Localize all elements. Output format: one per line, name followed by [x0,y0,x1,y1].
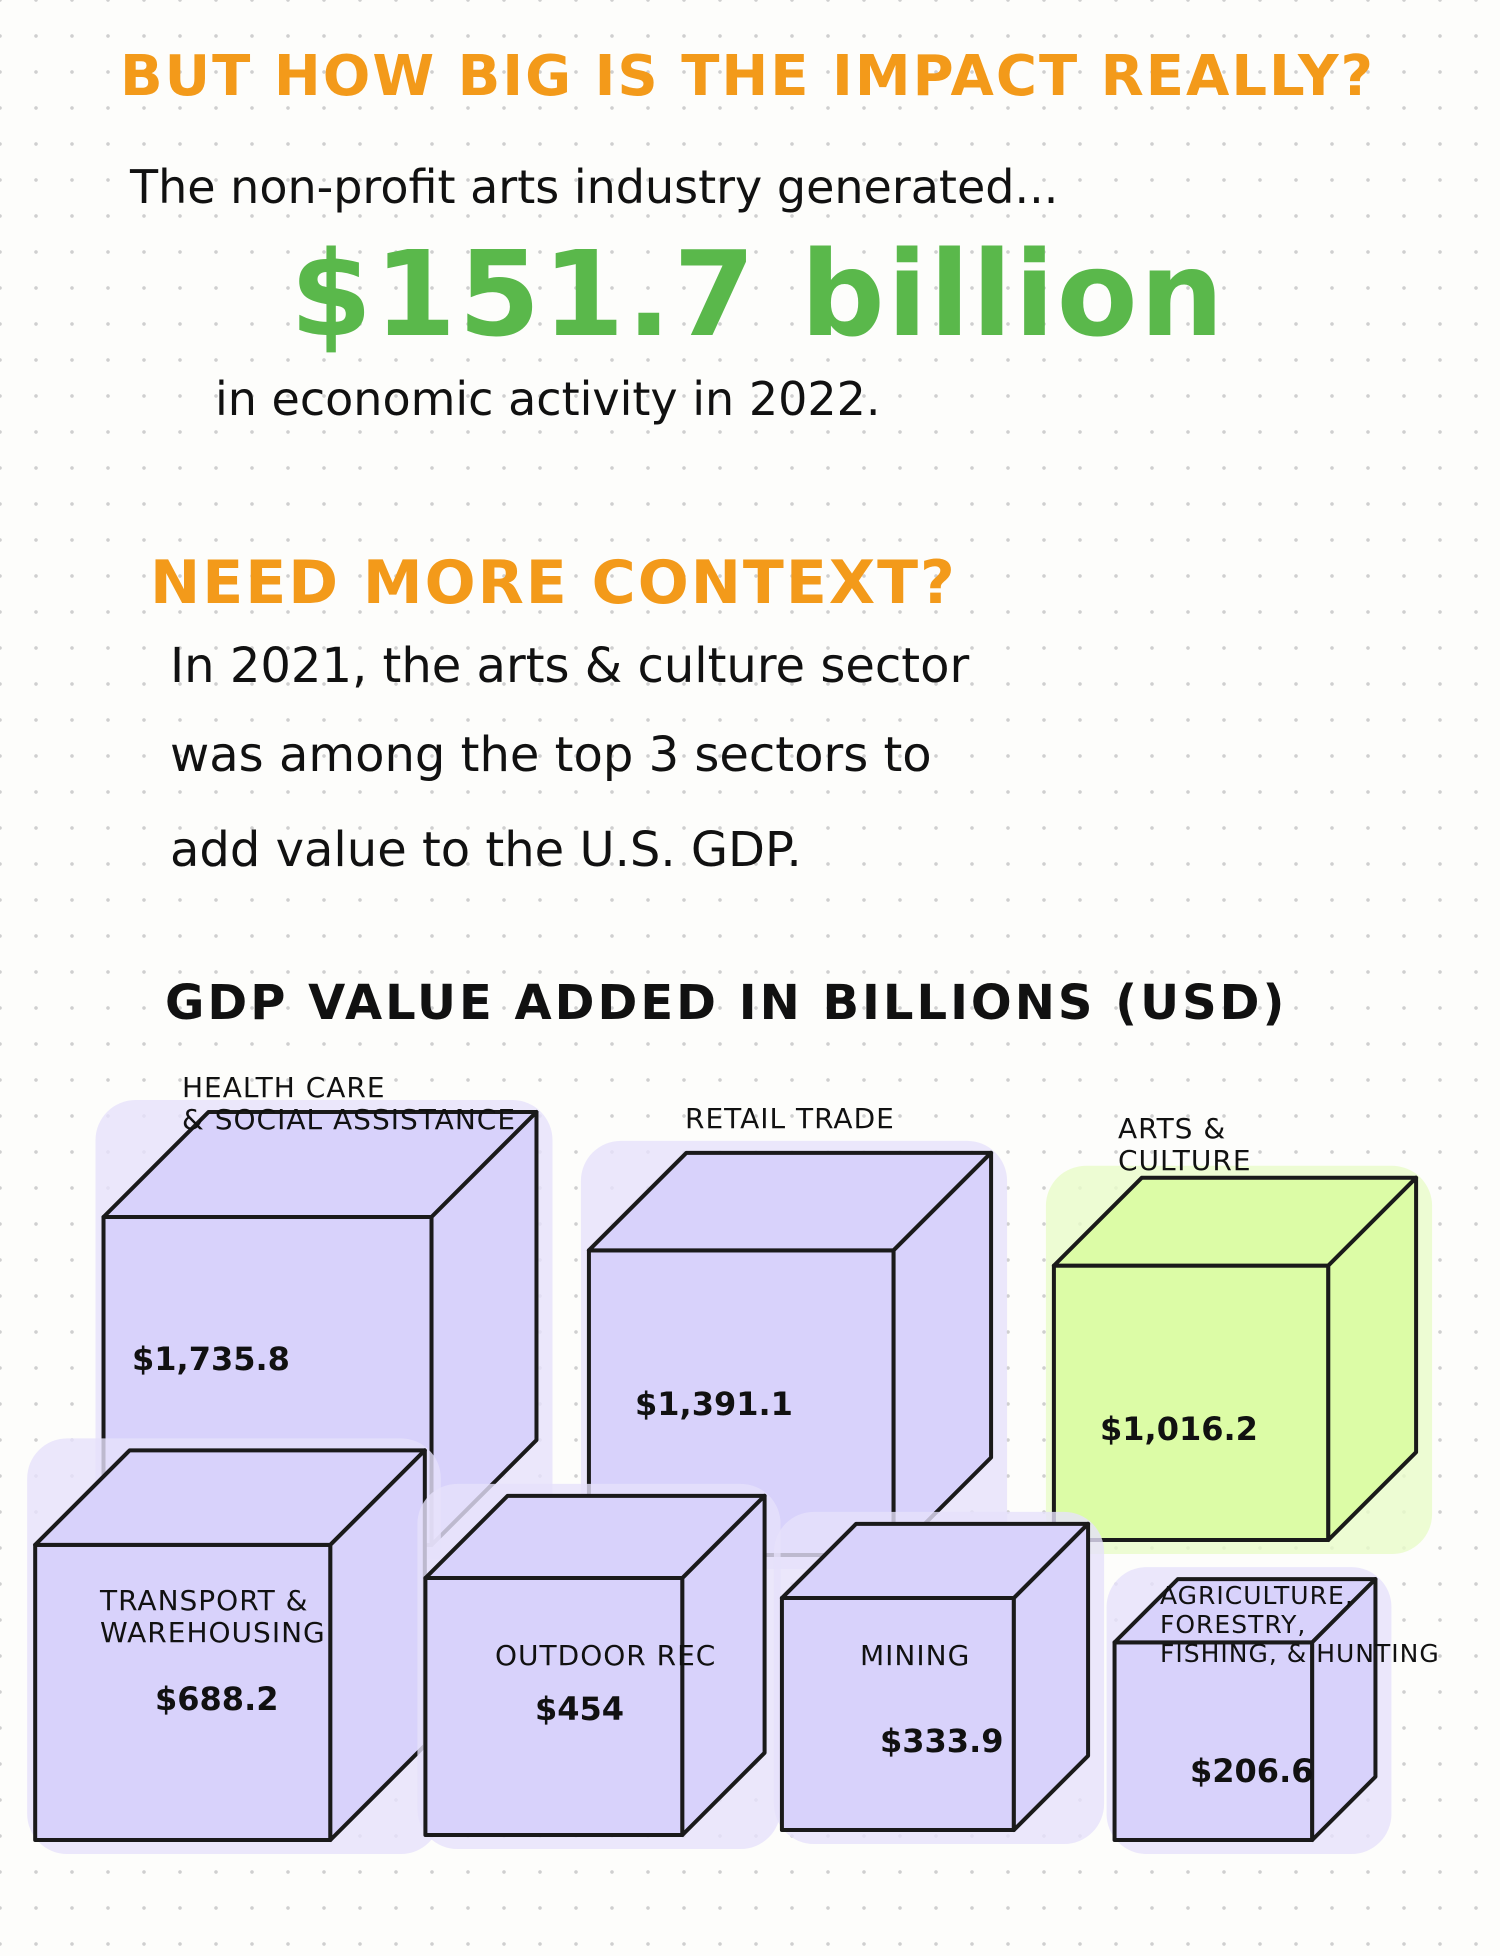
category-label-line: MINING [860,1639,971,1672]
outro-text: in economic activity in 2022. [215,372,881,426]
category-label: ARTS & CULTURE [1118,1112,1252,1178]
cube-5 [417,1483,781,1849]
cube-side-face [680,1493,767,1837]
cube-front-face [1112,1640,1315,1843]
category-label-line: RETAIL TRADE [685,1102,895,1135]
cube-side-face [429,1110,539,1547]
cube-4 [27,1438,441,1854]
cube-6 [773,1511,1105,1844]
category-label: TRANSPORT & WAREHOUSING [100,1584,326,1650]
category-label-line: AGRICULTURE, [1160,1581,1354,1610]
cube-front-face [33,1542,333,1842]
cube-7 [1106,1567,1392,1854]
category-label-line: OUTDOOR REC [495,1639,717,1672]
category-label-line: CULTURE [1118,1144,1252,1178]
category-label-line: FISHING, & HUNTING [1160,1638,1440,1668]
context-line: was among the top 3 sectors to [170,727,932,783]
big-number: $151.7 billion [290,225,1226,363]
context-heading: NEED MORE CONTEXT? [150,548,957,618]
intro-text: The non-profit arts industry generated..… [130,160,1059,214]
context-line: In 2021, the arts & culture sector [170,638,970,694]
category-label: OUTDOOR REC [495,1639,717,1672]
category-label-line: WAREHOUSING [100,1616,326,1650]
category-label: AGRICULTURE, FORESTRY, FISHING, & HUNTING [1160,1581,1440,1668]
cube-front-face [1051,1263,1331,1543]
category-label: MINING [860,1639,971,1672]
category-label-line: & SOCIAL ASSISTANCE [182,1103,517,1137]
category-label: RETAIL TRADE [685,1102,895,1135]
cube-front-face [779,1596,1016,1832]
category-label-line: ARTS & [1118,1112,1227,1145]
value-label: $333.9 [880,1722,1004,1760]
chart-title: GDP VALUE ADDED IN BILLIONS (USD) [165,975,1288,1031]
value-label: $206.6 [1190,1752,1314,1790]
cube-3 [1045,1165,1433,1554]
category-label-line: HEALTH CARE [182,1071,386,1104]
category-label: HEALTH CARE & SOCIAL ASSISTANCE [182,1071,517,1137]
cube-side-face [1011,1521,1091,1832]
cube-side-face [891,1150,994,1557]
value-label: $688.2 [155,1680,279,1718]
value-label: $1,735.8 [132,1340,290,1378]
value-label: $1,016.2 [1100,1410,1258,1448]
category-label-line: TRANSPORT & [100,1584,309,1617]
value-label: $1,391.1 [635,1385,793,1423]
headline: BUT HOW BIG IS THE IMPACT REALLY? [120,44,1376,109]
context-line: add value to the U.S. GDP. [170,822,802,878]
category-label-line: FORESTRY, [1160,1609,1307,1639]
cube-front-face [423,1576,685,1838]
value-label: $454 [535,1690,625,1728]
cube-side-face [1326,1175,1419,1542]
cube-side-face [1310,1577,1378,1842]
